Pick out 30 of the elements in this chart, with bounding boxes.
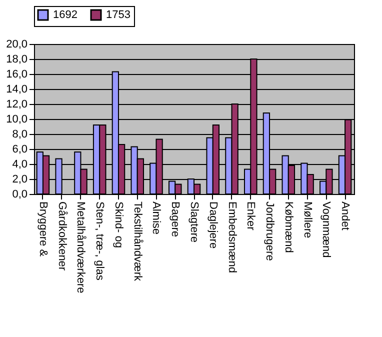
- x-tick-label: Metalhåndværkere: [74, 202, 87, 294]
- x-tick-label: Gårdkokkener: [56, 202, 68, 271]
- y-tick-label: 20,0: [6, 38, 28, 50]
- legend-label: 1692: [53, 9, 78, 21]
- x-tick-label: Bagere: [169, 202, 182, 237]
- y-tick-label: 18,0: [6, 54, 28, 66]
- y-tick-label: 4,0: [12, 158, 28, 170]
- x-tick-label: Købmænd: [282, 202, 294, 253]
- x-tick-label: Sten-, træ-, glas: [94, 202, 106, 281]
- x-tick-label: Vognmænd: [320, 202, 332, 258]
- x-tick-label: Tekstilhåndværk: [131, 202, 144, 282]
- y-tick-label: 10,0: [6, 114, 28, 126]
- x-tick-label: Slagtere: [188, 202, 200, 242]
- y-tick-label: 14,0: [6, 84, 28, 96]
- x-tick-label: Andet: [339, 202, 352, 230]
- y-tick-label: 12,0: [6, 98, 28, 110]
- x-tick-label: Bryggere &: [36, 202, 49, 258]
- x-tick-label: Enker: [244, 202, 257, 231]
- y-tick-label: 8,0: [12, 128, 28, 140]
- x-tick-label: Skind- og: [112, 202, 124, 248]
- x-tick-label: Jordbrugere: [264, 202, 276, 261]
- x-tick-label: Møllere: [301, 202, 314, 238]
- x-tick-label: Embedsmænd: [226, 202, 238, 274]
- y-tick-label: 2,0: [12, 174, 28, 186]
- x-tick-label: Daglejere: [206, 202, 219, 249]
- legend-label: 1753: [106, 9, 130, 21]
- y-tick-label: 6,0: [12, 144, 28, 156]
- x-tick-label: Almise: [150, 202, 162, 235]
- y-tick-label: 0,0: [12, 188, 28, 200]
- y-tick-label: 16,0: [6, 68, 28, 80]
